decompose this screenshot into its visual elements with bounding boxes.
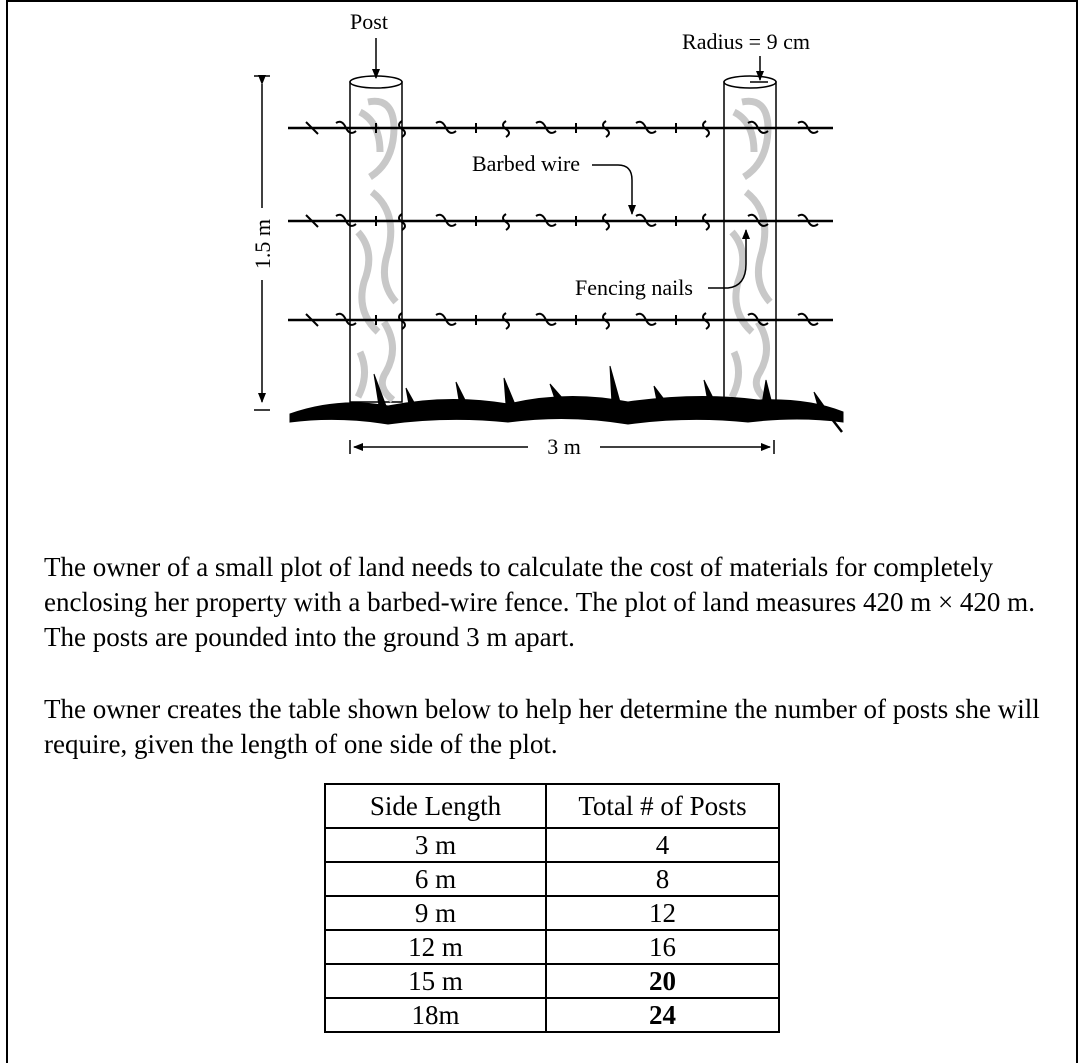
paragraph-1-text-end: apart. <box>507 622 575 652</box>
spacing-dimension <box>349 440 775 454</box>
height-label: 1.5 m <box>250 219 275 269</box>
fence-diagram: Post Radius = 9 cm Barbed wire Fencing n… <box>250 9 844 459</box>
side-length-cell: 6 m <box>324 861 547 897</box>
posts-cell: 8 <box>545 861 780 897</box>
side-length-cell: 18m <box>324 997 547 1033</box>
spacing-label: 3 m <box>547 434 581 459</box>
post-spacing: 3 m <box>466 622 508 652</box>
table-row: 6 m 8 <box>324 861 780 897</box>
side-length-cell: 9 m <box>324 895 547 931</box>
table-row: 18m 24 <box>324 997 780 1033</box>
paragraph-1-text: The owner of a small plot of land needs … <box>44 552 994 617</box>
plot-dimensions: 420 m × 420 m <box>862 587 1029 617</box>
side-length-cell: 12 m <box>324 929 547 965</box>
table-row: 9 m 12 <box>324 895 780 931</box>
posts-cell: 16 <box>545 929 780 965</box>
fencing-nails-arrow <box>708 229 750 289</box>
post-label: Post <box>350 9 388 34</box>
posts-cell: 12 <box>545 895 780 931</box>
right-post <box>723 75 777 403</box>
header-side-length: Side Length <box>324 783 547 829</box>
posts-cell-bold: 20 <box>545 963 780 999</box>
posts-cell: 4 <box>545 827 780 863</box>
paragraph-1-text-mid: . The posts are pounded into the ground <box>44 587 1035 652</box>
fencing-nails-label: Fencing nails <box>575 275 693 300</box>
table-header-row: Side Length Total # of Posts <box>324 783 780 829</box>
barbs <box>305 120 819 330</box>
side-length-cell: 15 m <box>324 963 547 999</box>
problem-paragraph-1: The owner of a small plot of land needs … <box>44 550 1064 655</box>
barbed-wire-arrow <box>592 164 636 215</box>
table-row: 15 m 20 <box>324 963 780 999</box>
barbed-wire-label: Barbed wire <box>472 151 580 176</box>
problem-frame: Post Radius = 9 cm Barbed wire Fencing n… <box>6 0 1078 1063</box>
height-dimension <box>254 75 270 411</box>
radius-label: Radius = 9 cm <box>682 29 810 54</box>
table-row: 12 m 16 <box>324 929 780 965</box>
posts-table: Side Length Total # of Posts 3 m 4 6 m 8… <box>324 783 780 1033</box>
barbed-wires <box>288 120 833 330</box>
problem-paragraph-2: The owner creates the table shown below … <box>44 694 1040 759</box>
header-total-posts: Total # of Posts <box>545 783 780 829</box>
posts-cell-bold: 24 <box>545 997 780 1033</box>
ground-grass <box>289 365 844 433</box>
table-row: 3 m 4 <box>324 827 780 863</box>
side-length-cell: 3 m <box>324 827 547 863</box>
